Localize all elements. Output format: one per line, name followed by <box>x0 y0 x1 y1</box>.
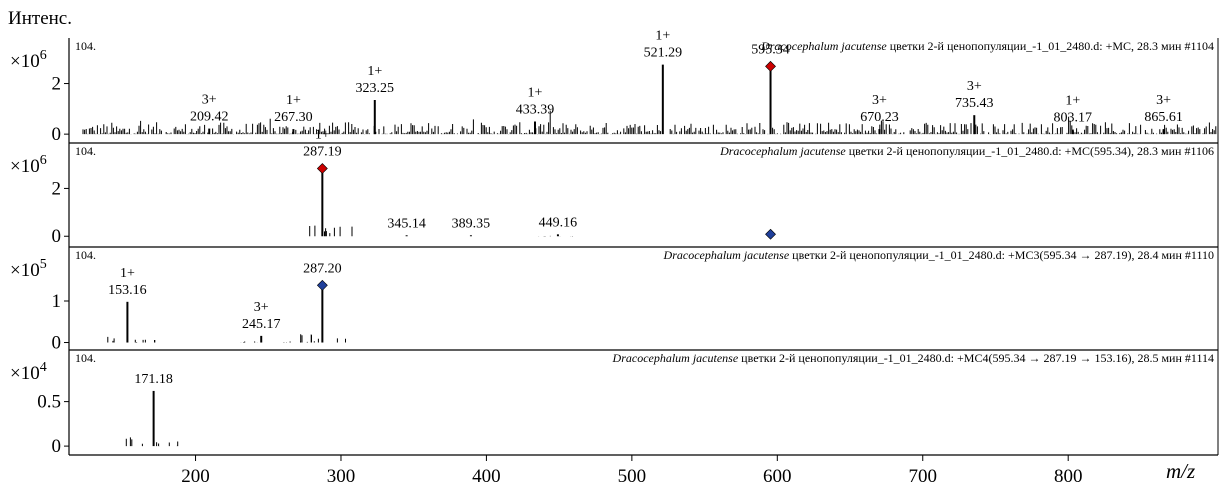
charge-label: 3+ <box>202 93 217 108</box>
panel-corner-tag: 104. <box>75 248 96 262</box>
peak-label: 803.17 <box>1054 111 1093 126</box>
peak-label: 287.20 <box>303 261 342 276</box>
peak-label: 245.17 <box>242 317 281 332</box>
peak-label: 735.43 <box>955 96 994 111</box>
panel-multiplier: ×104 <box>10 360 47 384</box>
baseline-noise <box>82 110 1217 135</box>
charge-label: 1+ <box>367 64 382 79</box>
minor-peaks <box>107 336 156 343</box>
red-diamond-marker <box>316 163 328 174</box>
spectrum-panels: 104. Dracocephalum jacutense цветки 2-й ц… <box>10 29 1219 457</box>
blue-diamond-marker <box>316 279 328 291</box>
peak-label: 670.23 <box>860 110 899 125</box>
panel-header: Dracocephalum jacutense цветки 2-й ценоп… <box>612 351 1214 365</box>
panel-header: Dracocephalum jacutense цветки 2-й ценоп… <box>719 144 1214 158</box>
panel-corner-tag: 104. <box>75 39 96 53</box>
panel-ms3: 104. Dracocephalum jacutense цветки 2-й ц… <box>10 247 1219 354</box>
peak-label: 209.42 <box>190 110 229 125</box>
panel-ms4: 104. Dracocephalum jacutense цветки 2-й ц… <box>10 350 1219 457</box>
charge-label: 1+ <box>286 93 301 108</box>
y-tick-label: 0 <box>52 124 62 145</box>
peak-label: 389.35 <box>452 216 491 231</box>
peak-label: 345.14 <box>387 216 426 231</box>
y-tick-label: 1 <box>52 291 62 312</box>
x-tick-label: 600 <box>763 466 792 487</box>
charge-label: 3+ <box>254 300 269 315</box>
peak-label: 449.16 <box>539 215 578 230</box>
charge-label: 1+ <box>528 85 543 100</box>
panel-multiplier: ×106 <box>10 48 47 72</box>
x-tick-label: 300 <box>327 466 356 487</box>
minor-peaks <box>125 437 179 447</box>
charge-label: 1+ <box>120 266 135 281</box>
minor-peaks <box>240 341 291 343</box>
minor-peaks <box>309 225 353 237</box>
y-tick-label: 0 <box>52 333 62 354</box>
y-axis-title: Интенс. <box>8 8 72 29</box>
red-diamond-marker <box>765 60 776 72</box>
peak-label: 595.34 <box>751 42 790 57</box>
peak-label: 153.16 <box>108 283 147 298</box>
charge-label: 3+ <box>872 93 887 108</box>
panel-ms1: 104. Dracocephalum jacutense цветки 2-й ц… <box>10 29 1219 145</box>
y-tick-label: 0.5 <box>37 392 61 413</box>
charge-label: 1+ <box>655 29 670 44</box>
x-axis-label: m/z <box>1166 459 1195 483</box>
y-tick-label: 2 <box>52 74 62 95</box>
peak-label: 323.25 <box>356 81 395 96</box>
x-tick-label: 400 <box>472 466 501 487</box>
x-axis: 200 300 400 500 600 700 800 <box>181 455 1082 487</box>
charge-label: 1+ <box>1065 94 1080 109</box>
peak-label: 287.19 <box>303 144 342 159</box>
charge-label: 3+ <box>967 79 982 94</box>
panel-header: Dracocephalum jacutense цветки 2-й ценоп… <box>760 39 1214 53</box>
y-tick-label: 0 <box>52 436 62 457</box>
charge-label: 1+ <box>315 127 330 142</box>
panel-multiplier: ×106 <box>10 153 47 177</box>
peak-label: 267.30 <box>274 110 313 125</box>
panel-multiplier: ×105 <box>10 257 47 281</box>
x-tick-label: 500 <box>618 466 647 487</box>
x-tick-label: 800 <box>1054 466 1083 487</box>
charge-label: 3+ <box>1156 93 1171 108</box>
peak-label: 171.18 <box>134 372 173 387</box>
blue-diamond-marker <box>765 228 776 240</box>
y-tick-label: 2 <box>52 178 62 199</box>
x-tick-label: 200 <box>181 466 210 487</box>
panel-header: Dracocephalum jacutense цветки 2-й ценоп… <box>663 248 1214 262</box>
peak-label: 521.29 <box>644 46 683 61</box>
y-tick-label: 0 <box>52 226 62 247</box>
x-tick-label: 700 <box>909 466 938 487</box>
panel-corner-tag: 104. <box>75 144 96 158</box>
minor-peaks <box>300 334 346 343</box>
peak-label: 865.61 <box>1144 110 1183 125</box>
panel-ms2: 104. Dracocephalum jacutense цветки 2-й ц… <box>10 127 1219 248</box>
panel-corner-tag: 104. <box>75 351 96 365</box>
peak-label: 433.39 <box>516 102 555 117</box>
